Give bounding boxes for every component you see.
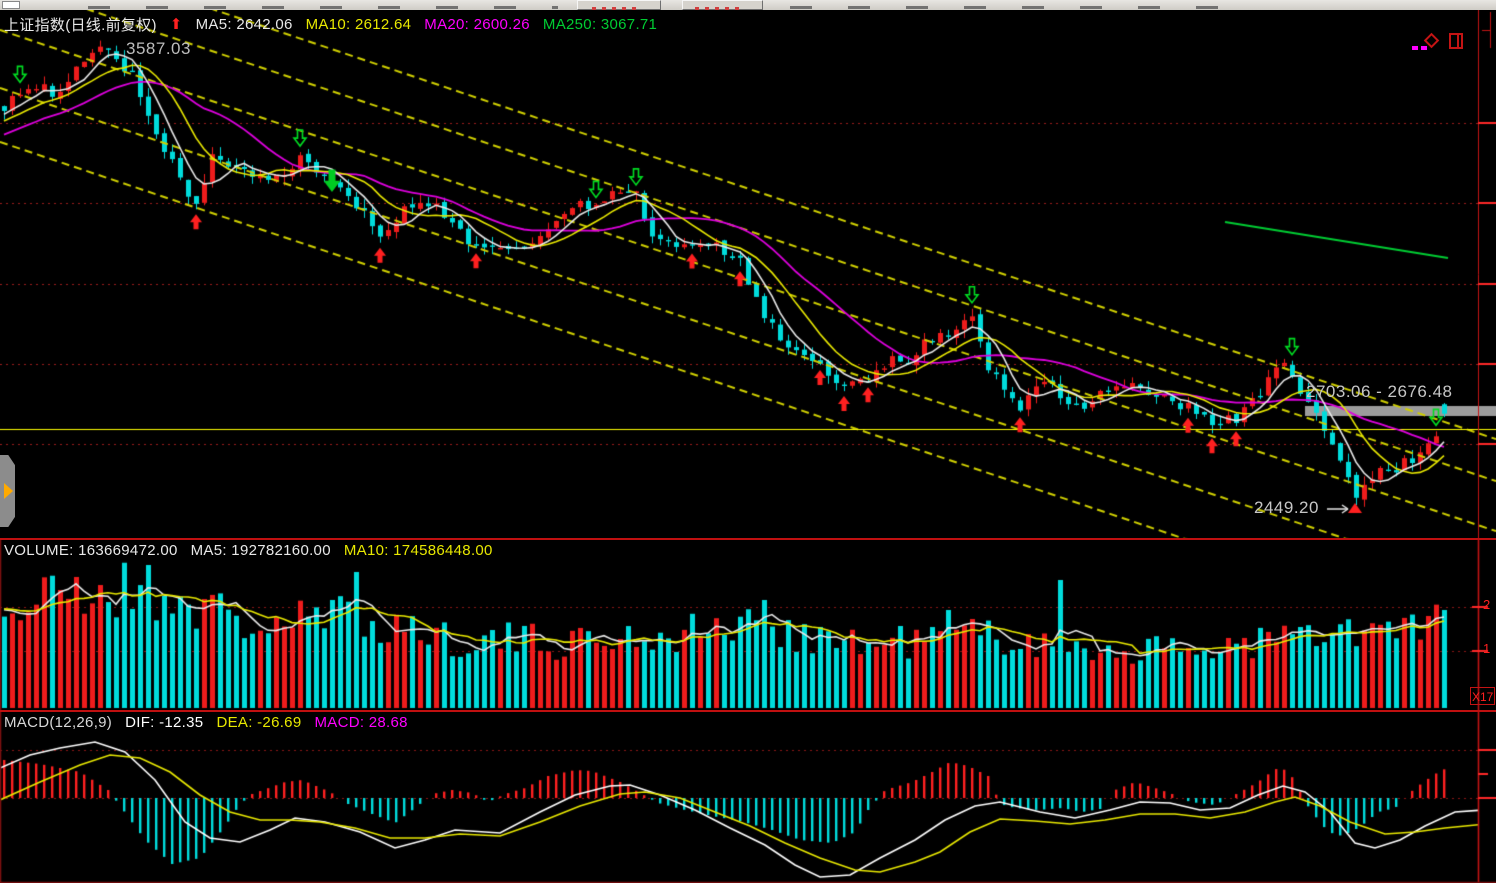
volume-axis-tick-2: 2 — [1483, 597, 1491, 612]
menubar-button-1[interactable] — [577, 0, 661, 10]
pane-splitter[interactable] — [0, 538, 1496, 540]
macd-name-readout: MACD(12,26,9) — [4, 714, 113, 731]
ma10-readout: MA10: 2612.64 — [305, 16, 412, 33]
menubar-text-fragments — [790, 6, 1220, 9]
macd-pane: MACD(12,26,9) DIF: -12.35 DEA: -26.69 MA… — [0, 712, 1496, 883]
pane-splitter[interactable] — [0, 710, 1496, 712]
up-arrow-icon: ⬆ — [169, 16, 183, 33]
price-pane: 上证指数(日线.前复权) ⬆ MA5: 2642.06 MA10: 2612.6… — [0, 10, 1496, 539]
marker-dot — [1412, 46, 1418, 50]
expand-arrow-icon — [4, 483, 13, 499]
menubar-input-box[interactable] — [2, 1, 20, 9]
dif-readout: DIF: -12.35 — [125, 714, 204, 731]
marker-dot — [1421, 46, 1427, 50]
macd-pane-header: MACD(12,26,9) DIF: -12.35 DEA: -26.69 MA… — [4, 714, 408, 731]
window-split-icon[interactable] — [1449, 33, 1463, 49]
symbol-title: 上证指数(日线.前复权) — [4, 17, 157, 34]
pane-corner-tools — [1405, 30, 1495, 54]
menubar-button-2[interactable] — [682, 0, 763, 10]
macd-chart-canvas[interactable] — [0, 712, 1496, 883]
macd-readout: MACD: 28.68 — [314, 714, 408, 731]
volume-readout: VOLUME: 163669472.00 — [4, 542, 178, 559]
volume-ma10-readout: MA10: 174586448.00 — [343, 542, 493, 559]
button-text-fragment — [695, 7, 739, 10]
volume-ma5-readout: MA5: 192782160.00 — [190, 542, 331, 559]
volume-axis-unit: X17 — [1470, 687, 1495, 705]
menubar-text-fragments — [88, 6, 558, 9]
volume-pane: VOLUME: 163669472.00 MA5: 192782160.00 M… — [0, 540, 1496, 710]
trough-price-label: 2449.20 — [1254, 498, 1319, 517]
left-panel-handle[interactable] — [0, 455, 15, 527]
ma20-readout: MA20: 2600.26 — [424, 16, 530, 33]
volume-pane-header: VOLUME: 163669472.00 MA5: 192782160.00 M… — [4, 542, 493, 559]
price-pane-header: 上证指数(日线.前复权) ⬆ MA5: 2642.06 MA10: 2612.6… — [4, 14, 657, 35]
ma250-readout: MA250: 3067.71 — [542, 16, 658, 33]
last-range-label: 2703.06 - 2676.48 — [1306, 382, 1453, 401]
volume-chart-canvas[interactable] — [0, 540, 1496, 710]
button-text-fragment — [592, 7, 636, 10]
price-chart-canvas[interactable] — [0, 10, 1496, 539]
window-split-bar — [1457, 35, 1459, 47]
volume-axis-tick-1: 1 — [1483, 641, 1491, 656]
dea-readout: DEA: -26.69 — [216, 714, 302, 731]
peak-price-label: 3587.03 — [126, 39, 191, 58]
ma5-readout: MA5: 2642.06 — [195, 16, 293, 33]
